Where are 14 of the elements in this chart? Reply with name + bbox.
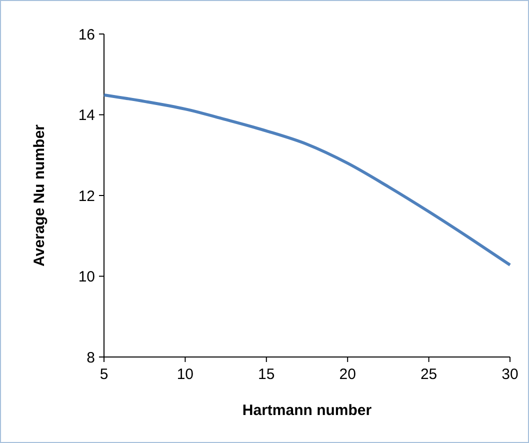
y-tick-label: 8 bbox=[86, 349, 95, 366]
y-tick-label: 16 bbox=[78, 26, 95, 44]
x-tick-label: 20 bbox=[339, 366, 356, 383]
y-axis-title: Average Nu number bbox=[31, 124, 48, 266]
x-axis-title: Hartmann number bbox=[242, 402, 372, 419]
y-tick-label: 12 bbox=[78, 188, 95, 205]
y-tick-label: 14 bbox=[78, 107, 95, 124]
x-tick-label: 5 bbox=[100, 366, 108, 383]
x-tick-label: 15 bbox=[258, 366, 275, 383]
x-tick-label: 25 bbox=[420, 366, 438, 383]
line-series bbox=[102, 93, 512, 266]
x-tick-label: 10 bbox=[176, 366, 194, 383]
x-tick-label: 30 bbox=[502, 366, 518, 383]
y-tick-label: 10 bbox=[78, 268, 95, 286]
